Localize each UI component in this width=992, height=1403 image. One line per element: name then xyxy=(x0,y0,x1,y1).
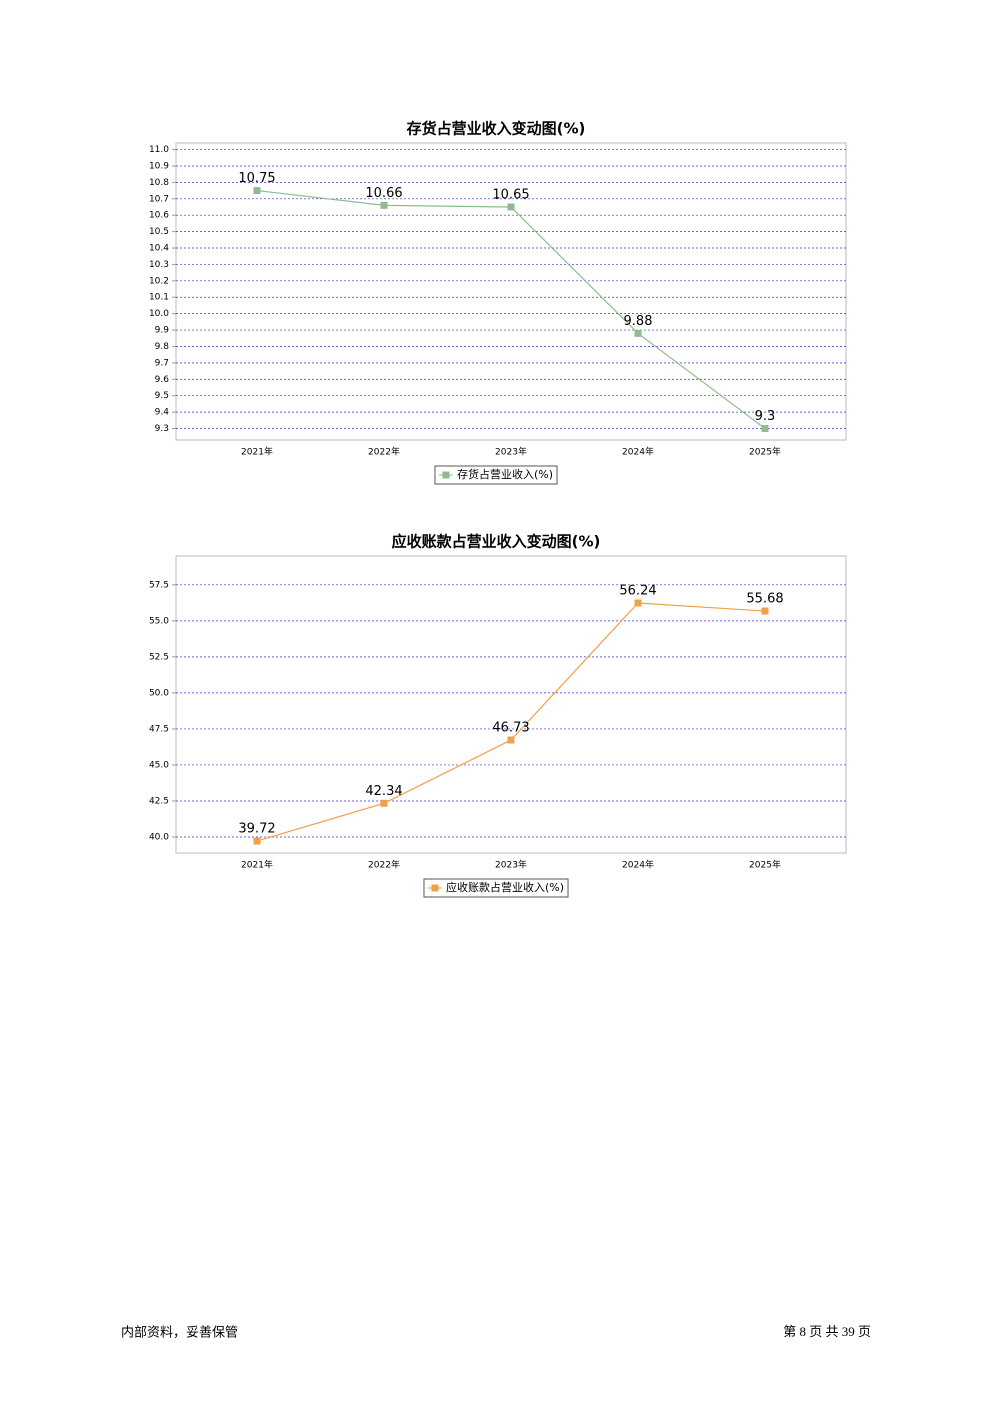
point xyxy=(253,187,261,195)
y-tick-label: 10.5 xyxy=(149,227,169,237)
y-tick-label: 9.6 xyxy=(155,375,170,385)
y-tick-label: 50.0 xyxy=(149,688,169,698)
legend-label: 存货占营业收入(%) xyxy=(457,467,553,481)
y-tick-label: 10.0 xyxy=(149,309,169,319)
x-tick-label: 2022年 xyxy=(368,446,400,458)
y-tick-label: 10.9 xyxy=(149,161,169,171)
y-tick-label: 9.4 xyxy=(155,408,170,418)
data-label: 9.3 xyxy=(755,409,776,424)
data-label: 46.73 xyxy=(492,721,529,736)
y-tick-label: 9.3 xyxy=(155,424,169,434)
data-label: 10.66 xyxy=(365,186,402,201)
x-tick-label: 2021年 xyxy=(241,859,273,871)
x-tick-label: 2024年 xyxy=(622,859,654,871)
data-label: 42.34 xyxy=(365,784,402,799)
y-tick-label: 40.0 xyxy=(149,833,169,843)
y-tick-label: 57.5 xyxy=(149,580,169,590)
y-tick-label: 10.1 xyxy=(149,293,169,303)
plot-area xyxy=(175,142,847,441)
point xyxy=(380,799,388,807)
legend-marker xyxy=(431,884,439,892)
point xyxy=(634,329,642,337)
x-tick-label: 2021年 xyxy=(241,446,273,458)
y-tick-label: 42.5 xyxy=(149,796,169,806)
y-tick-label: 9.9 xyxy=(155,326,170,336)
legend-box xyxy=(434,465,558,485)
y-tick-label: 10.6 xyxy=(149,211,169,221)
y-tick-label: 10.7 xyxy=(149,194,169,204)
data-label: 55.68 xyxy=(746,592,783,607)
y-tick-label: 10.3 xyxy=(149,260,169,270)
x-tick-label: 2023年 xyxy=(495,859,527,871)
x-tick-label: 2023年 xyxy=(495,446,527,458)
legend-box xyxy=(423,878,569,898)
point xyxy=(380,201,388,209)
y-tick-label: 11.0 xyxy=(149,145,169,155)
y-tick-label: 10.2 xyxy=(149,276,169,286)
data-label: 39.72 xyxy=(238,822,275,837)
footer-note: 内部资料，妥善保管 xyxy=(121,1325,238,1341)
plot-area xyxy=(175,555,847,854)
x-tick-label: 2022年 xyxy=(368,859,400,871)
y-tick-label: 10.4 xyxy=(149,244,169,254)
y-tick-label: 10.8 xyxy=(149,178,169,188)
point xyxy=(761,425,769,433)
y-tick-label: 45.0 xyxy=(149,760,169,770)
data-label: 9.88 xyxy=(624,314,653,329)
footer-page: 第 8 页 共 39 页 xyxy=(783,1324,871,1339)
data-label: 10.75 xyxy=(238,171,275,186)
y-tick-label: 47.5 xyxy=(149,724,169,734)
point xyxy=(507,203,515,211)
x-tick-label: 2025年 xyxy=(749,446,781,458)
data-label: 10.65 xyxy=(492,187,529,202)
point xyxy=(253,837,261,845)
y-tick-label: 55.0 xyxy=(149,616,169,626)
point xyxy=(507,736,515,744)
legend-marker xyxy=(442,471,450,479)
chart-title: 存货占营业收入变动图(%) xyxy=(407,120,586,138)
point xyxy=(761,607,769,615)
legend-label: 应收账款占营业收入(%) xyxy=(446,880,564,894)
x-tick-label: 2025年 xyxy=(749,859,781,871)
y-tick-label: 9.7 xyxy=(155,358,169,368)
y-tick-label: 52.5 xyxy=(149,652,169,662)
data-label: 56.24 xyxy=(619,583,656,598)
chart-title: 应收账款占营业收入变动图(%) xyxy=(392,533,601,551)
point xyxy=(634,599,642,607)
x-tick-label: 2024年 xyxy=(622,446,654,458)
y-tick-label: 9.5 xyxy=(155,391,169,401)
y-tick-label: 9.8 xyxy=(155,342,170,352)
